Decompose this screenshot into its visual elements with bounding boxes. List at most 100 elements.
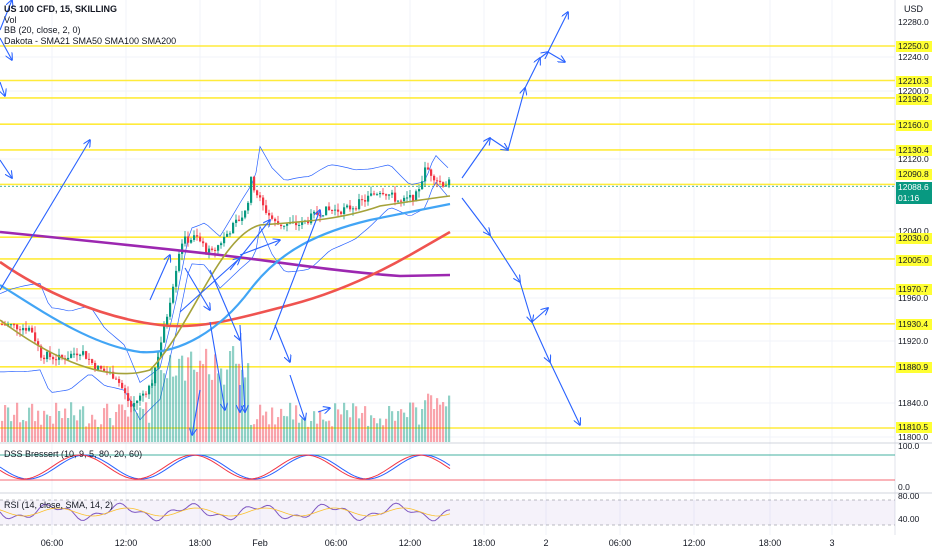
volume-bar [445,406,448,442]
volume-bar [22,419,25,442]
level-tag-12250[interactable]: 12250.0 [896,41,932,52]
candle-body [199,236,202,242]
volume-bar [358,418,361,442]
volume-bar [70,402,73,442]
candle-body [244,210,247,218]
level-tag-12005[interactable]: 12005.0 [896,255,932,266]
candle-body [1,324,4,326]
volume-bar [310,420,313,442]
candle-body [82,351,85,355]
volume-bar [319,410,322,442]
projection-arrow-28 [289,374,305,420]
level-tag-11970[interactable]: 11970.7 [896,284,932,295]
ma-label: Dakota - SMA21 SMA50 SMA100 SMA200 [4,35,177,46]
candle-body [70,353,73,358]
level-tag-12090[interactable]: 12090.8 [896,169,932,180]
volume-bar [289,402,292,442]
volume-bar [163,373,166,442]
volume-bar [190,351,193,442]
volume-bar [55,402,58,442]
volume-bar [229,351,232,442]
tick-11920: 11920.0 [898,336,929,346]
volume-bar [439,404,442,442]
volume-bar [61,418,64,442]
candle-body [13,324,16,326]
volume-bar [406,417,409,442]
projection-arrow-17 [0,140,90,291]
level-tag-12210[interactable]: 12210.3 [896,76,932,87]
volume-bar [202,364,205,442]
level-tag-12190[interactable]: 12190.2 [896,94,932,105]
horizontal-levels[interactable] [0,45,895,429]
candle-body [352,208,355,210]
candle-body [241,217,244,221]
candle-body [136,400,139,404]
volume-bar [316,423,319,442]
volume-bar [1,420,4,442]
candle-body [361,199,364,201]
level-tag-11810[interactable]: 11810.5 [896,422,932,433]
volume-bar [4,405,7,442]
tick-12120: 12120.0 [898,154,929,164]
candle-body [46,351,49,360]
volume-bar [391,411,394,442]
candle-body [28,327,31,331]
candle-body [286,223,289,226]
candle-body [235,219,238,223]
candle-body [265,205,268,213]
volume-bar [103,408,106,442]
projection-arrow-6 [547,12,568,53]
volume-bar [148,422,151,442]
volume-bar [388,405,391,442]
tick-12240: 12240.0 [898,52,929,62]
volume-bar [85,426,88,442]
candle-body [382,192,385,195]
candle-body [343,207,346,214]
volume-bar [52,423,55,442]
sma50-line [0,202,451,354]
volume-bar [46,414,49,442]
candle-body [85,351,88,359]
projection-arrow-19 [179,258,240,313]
dss-tick-0: 0.0 [898,482,910,492]
candle-body [25,328,28,331]
level-tag-12030[interactable]: 12030.0 [896,233,932,244]
volume-bar [91,414,94,442]
projection-arrow-2 [507,88,525,151]
level-tag-11930[interactable]: 11930.4 [896,319,932,330]
volume-bar [415,407,418,442]
projection-arrow-24 [269,210,320,341]
projection-arrow-26 [239,324,245,412]
volume-bar [397,411,400,442]
projection-arrows[interactable] [0,0,580,435]
candle-body [34,332,37,342]
volume-bar [271,407,274,442]
volume-bar [418,424,421,442]
candle-body [160,342,163,357]
volume-bar [142,408,145,442]
candlesticks [1,161,451,413]
candle-body [124,388,127,394]
candle-body [31,327,34,333]
candle-body [424,167,427,182]
candle-body [232,222,235,234]
volume-bar [226,369,229,442]
projection-arrow-22 [239,240,280,256]
candle-body [169,302,172,317]
projection-arrow-18 [149,255,170,301]
projection-arrow-0 [461,138,490,179]
time-label-5: 06:00 [324,538,348,548]
level-tag-12130[interactable]: 12130.4 [896,145,932,156]
candle-body [184,236,187,244]
volume-bar [343,402,346,442]
volume-bar [379,418,382,442]
volume-bar [7,407,10,442]
time-label-1: 06:00 [40,538,64,548]
candle-body [403,197,406,202]
volume-bar [145,402,148,442]
level-tag-12160[interactable]: 12160.0 [896,120,932,131]
level-tag-11880[interactable]: 11880.9 [896,362,932,373]
volume-bar [301,418,304,442]
volume-bar [166,378,169,442]
